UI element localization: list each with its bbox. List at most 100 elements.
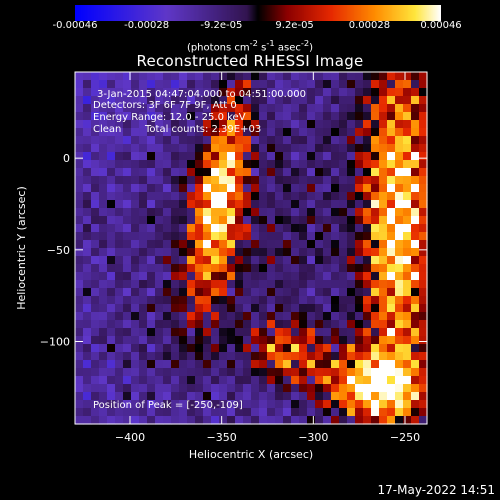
heatmap-cell [235, 320, 244, 329]
heatmap-cell [323, 304, 332, 313]
heatmap-cell [275, 248, 284, 257]
heatmap-cell [283, 128, 292, 137]
heatmap-cell [235, 160, 244, 169]
heatmap-cell [75, 168, 84, 177]
heatmap-cell [211, 80, 220, 89]
heatmap-cell [219, 168, 228, 177]
heatmap-cell [363, 248, 372, 257]
heatmap-cell [227, 192, 236, 201]
heatmap-cell [99, 264, 108, 273]
heatmap-cell [411, 176, 420, 185]
heatmap-cell [99, 312, 108, 321]
heatmap-cell [291, 80, 300, 89]
heatmap-cell [275, 232, 284, 241]
heatmap-cell [243, 144, 252, 153]
heatmap-cell [419, 256, 428, 265]
heatmap-cell [195, 208, 204, 217]
heatmap-cell [203, 216, 212, 225]
heatmap-cell [419, 248, 428, 257]
heatmap-cell [131, 416, 140, 425]
heatmap-cell [147, 312, 156, 321]
heatmap-cell [379, 160, 388, 169]
heatmap-cell [195, 248, 204, 257]
heatmap-cell [299, 336, 308, 345]
heatmap-cell [75, 232, 84, 241]
heatmap-cell [171, 264, 180, 273]
heatmap-cell [291, 216, 300, 225]
heatmap-cell [307, 176, 316, 185]
heatmap-cell [227, 392, 236, 401]
heatmap-cell [75, 336, 84, 345]
heatmap-cell [75, 88, 84, 97]
heatmap-cell [411, 184, 420, 193]
heatmap-cell [251, 168, 260, 177]
heatmap-cell [323, 240, 332, 249]
heatmap-cell [331, 296, 340, 305]
heatmap-cell [227, 352, 236, 361]
heatmap-cell [155, 80, 164, 89]
heatmap-cell [323, 224, 332, 233]
heatmap-cell [411, 136, 420, 145]
heatmap-cell [75, 152, 84, 161]
heatmap-cell [123, 136, 132, 145]
heatmap-cell [179, 184, 188, 193]
heatmap-cell [371, 112, 380, 121]
heatmap-cell [403, 176, 412, 185]
heatmap-cell [363, 376, 372, 385]
heatmap-cell [179, 176, 188, 185]
heatmap-cell [403, 408, 412, 417]
heatmap-cell [187, 136, 196, 145]
heatmap-cell [243, 160, 252, 169]
heatmap-cell [395, 288, 404, 297]
heatmap-cell [387, 352, 396, 361]
heatmap-cell [91, 240, 100, 249]
heatmap-cell [155, 240, 164, 249]
heatmap-cell [91, 408, 100, 417]
heatmap-cell [251, 240, 260, 249]
heatmap-cell [419, 168, 428, 177]
heatmap-cell [299, 224, 308, 233]
heatmap-cell [139, 264, 148, 273]
heatmap-cell [275, 176, 284, 185]
heatmap-cell [187, 296, 196, 305]
heatmap-cell [107, 256, 116, 265]
heatmap-cell [187, 104, 196, 113]
heatmap-cell [291, 360, 300, 369]
heatmap-cell [387, 408, 396, 417]
heatmap-cell [363, 368, 372, 377]
heatmap-cell [195, 352, 204, 361]
heatmap-cell [275, 112, 284, 121]
heatmap-cell [131, 128, 140, 137]
heatmap-cell [251, 328, 260, 337]
heatmap-cell [355, 376, 364, 385]
heatmap-cell [419, 200, 428, 209]
heatmap-cell [107, 416, 116, 425]
heatmap-cell [315, 80, 324, 89]
heatmap-cell [267, 240, 276, 249]
heatmap-cell [371, 288, 380, 297]
heatmap-cell [283, 264, 292, 273]
heatmap-cell [347, 368, 356, 377]
heatmap-cell [331, 200, 340, 209]
heatmap-cell [403, 320, 412, 329]
heatmap-cell [195, 88, 204, 97]
heatmap-cell [155, 72, 164, 81]
heatmap-cell [259, 80, 268, 89]
heatmap-cell [219, 272, 228, 281]
heatmap-cell [395, 128, 404, 137]
heatmap-cell [251, 288, 260, 297]
heatmap-cell [227, 256, 236, 265]
heatmap-cell [155, 120, 164, 129]
heatmap-cell [139, 128, 148, 137]
heatmap-cell [83, 72, 92, 81]
heatmap-cell [355, 248, 364, 257]
heatmap-cell [267, 88, 276, 97]
heatmap-cell [307, 104, 316, 113]
x-axis-label: Heliocentric X (arcsec) [189, 448, 313, 461]
heatmap-cell [347, 72, 356, 81]
heatmap-cell [339, 200, 348, 209]
heatmap-cell [347, 376, 356, 385]
heatmap-cell [387, 72, 396, 81]
heatmap-cell [267, 80, 276, 89]
heatmap-cell [99, 368, 108, 377]
